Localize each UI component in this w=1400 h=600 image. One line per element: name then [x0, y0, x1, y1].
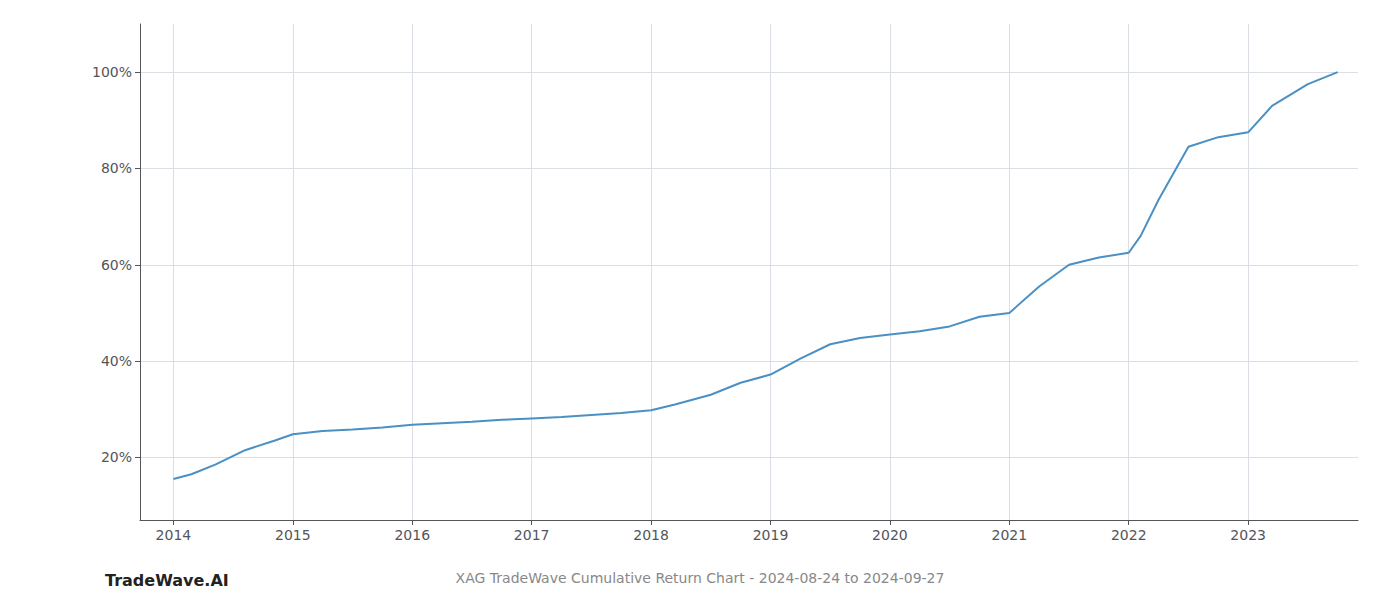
svg-text:2016: 2016: [394, 527, 430, 543]
svg-text:2023: 2023: [1230, 527, 1266, 543]
svg-text:2015: 2015: [275, 527, 311, 543]
svg-text:2018: 2018: [633, 527, 669, 543]
svg-text:2020: 2020: [872, 527, 908, 543]
svg-text:80%: 80%: [101, 160, 132, 176]
svg-text:40%: 40%: [101, 353, 132, 369]
svg-text:TradeWave.AI: TradeWave.AI: [105, 571, 229, 590]
svg-text:100%: 100%: [92, 64, 132, 80]
svg-text:2014: 2014: [156, 527, 192, 543]
svg-text:XAG TradeWave Cumulative Retur: XAG TradeWave Cumulative Return Chart - …: [456, 570, 945, 586]
svg-text:2022: 2022: [1111, 527, 1147, 543]
svg-text:2021: 2021: [991, 527, 1027, 543]
svg-text:60%: 60%: [101, 257, 132, 273]
svg-text:2017: 2017: [514, 527, 550, 543]
svg-text:20%: 20%: [101, 449, 132, 465]
svg-text:2019: 2019: [753, 527, 789, 543]
